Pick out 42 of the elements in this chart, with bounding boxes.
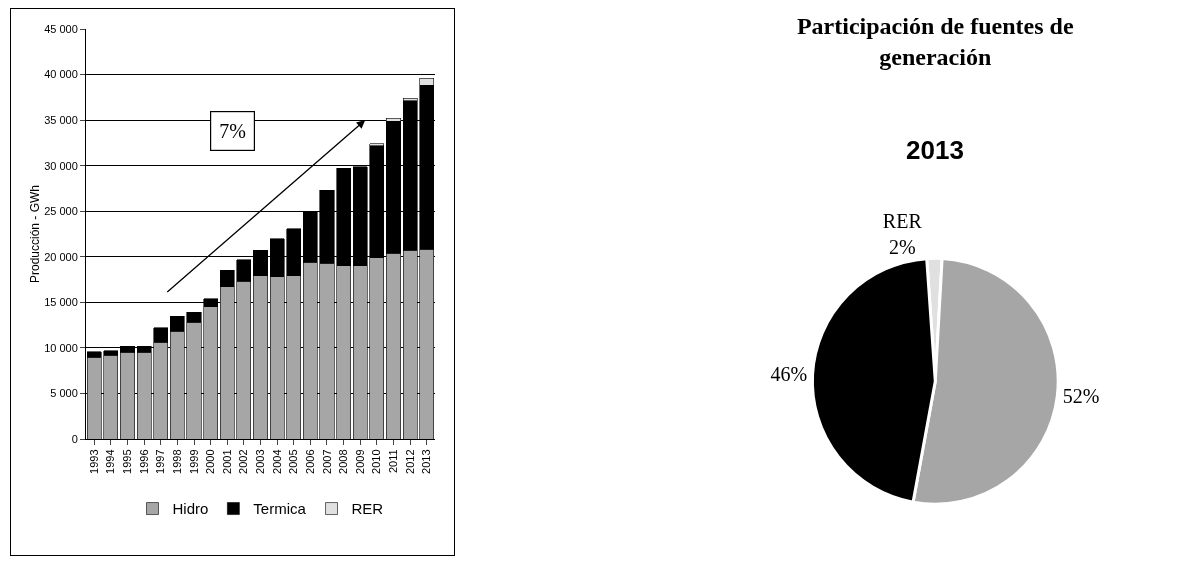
y-tick-label: 30 000 [44,159,78,172]
x-tick-label: 1995 [121,449,134,474]
x-tick-label: 1999 [187,449,200,474]
x-tick-label: 2007 [320,449,333,474]
y-tick-label: 5 000 [50,387,78,400]
x-tick-label: 2005 [287,449,300,474]
x-tick-label: 1994 [104,449,117,474]
y-tick-label: 0 [71,432,78,445]
x-tick-label: 2003 [254,449,267,474]
y-tick-label: 25 000 [44,205,78,218]
legend-label: Termica [253,500,307,518]
x-tick-label: 2009 [353,449,366,474]
x-tick-label: 2012 [403,449,416,474]
y-axis-title: Producción - GWh [28,184,43,284]
legend-label: RER [351,500,384,518]
chart-title: Participación de fuentes de generación [796,12,1074,70]
legend-label: Hidro [172,500,209,518]
x-tick-label: 2011 [387,449,400,474]
y-tick-label: 45 000 [44,22,78,35]
x-tick-label: 2002 [237,449,250,474]
x-tick-label: 1998 [170,449,183,474]
y-tick-label: 15 000 [44,296,78,309]
x-tick-label: 2000 [204,449,217,474]
x-tick-label: 2010 [370,449,383,474]
chart-subtitle: 2013 [906,135,964,165]
y-tick-label: 10 000 [44,341,78,354]
y-tick-label: 40 000 [44,68,78,81]
x-tick-label: 2001 [220,449,233,474]
data-label: 2% [888,236,916,259]
x-tick-label: 1996 [137,449,150,474]
x-tick-label: 2013 [420,449,433,474]
y-tick-label: 35 000 [44,113,78,126]
annotation: 7% [219,120,246,143]
data-label: 46% [770,363,808,386]
x-tick-label: 2006 [303,449,316,474]
x-tick-label: 1997 [154,449,167,474]
data-label: 52% [1062,384,1100,407]
x-tick-label: 1993 [87,449,100,474]
slice-label: RER [882,210,923,233]
y-tick-label: 20 000 [44,250,78,263]
x-tick-label: 2004 [270,449,283,474]
x-tick-label: 2008 [337,449,350,474]
